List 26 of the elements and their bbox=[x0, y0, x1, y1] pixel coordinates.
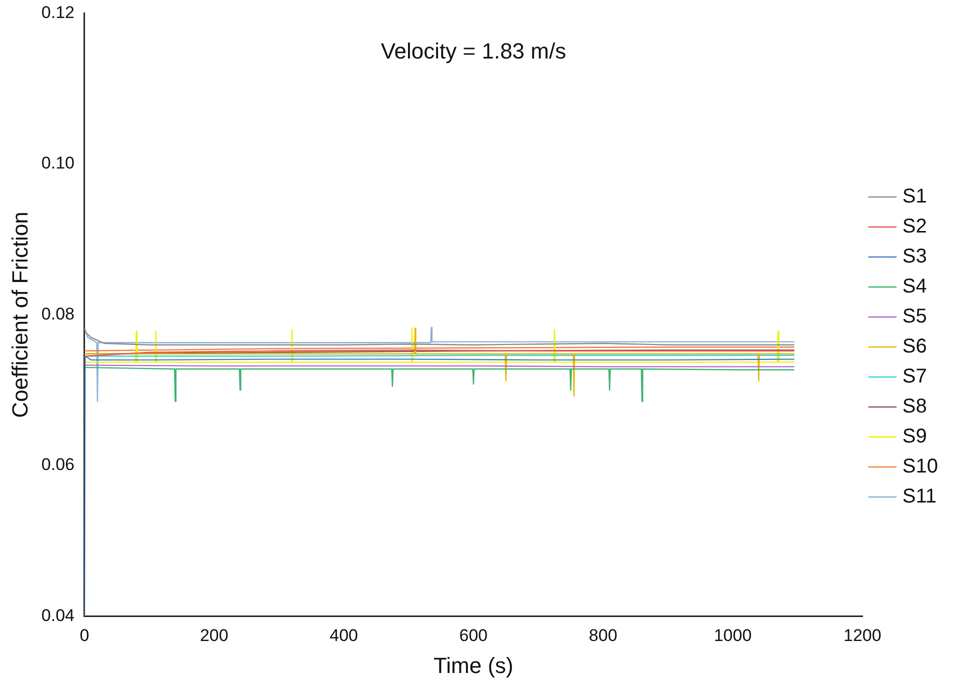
x-tick-label: 600 bbox=[459, 626, 488, 646]
legend-label: S2 bbox=[902, 216, 927, 238]
legend-label: S3 bbox=[902, 246, 927, 268]
x-tick-label: 1000 bbox=[714, 626, 752, 646]
x-tick-label: 400 bbox=[330, 626, 358, 646]
x-tick-label: 800 bbox=[588, 626, 618, 646]
y-axis-title: Coefficient of Friction bbox=[7, 212, 32, 418]
x-tick-label: 0 bbox=[80, 626, 90, 646]
x-tick-label: 1200 bbox=[844, 626, 882, 646]
legend-label: S7 bbox=[902, 366, 927, 388]
annotation: Velocity = 1.83 m/s bbox=[380, 38, 566, 64]
legend-label: S1 bbox=[902, 186, 927, 208]
x-axis-title: Time (s) bbox=[434, 652, 514, 678]
y-tick-label: 0.08 bbox=[41, 304, 74, 324]
x-tick-label: 200 bbox=[200, 626, 228, 646]
y-tick-label: 0.04 bbox=[41, 606, 74, 625]
legend-label: S10 bbox=[902, 456, 938, 478]
y-tick-label: 0.10 bbox=[41, 154, 74, 173]
legend-label: S5 bbox=[902, 306, 927, 328]
legend-label: S4 bbox=[902, 276, 927, 298]
y-tick-label: 0.12 bbox=[41, 2, 74, 22]
legend-label: S9 bbox=[902, 426, 927, 448]
y-tick-label: 0.06 bbox=[41, 455, 74, 474]
legend-label: S11 bbox=[902, 486, 937, 508]
legend-label: S6 bbox=[902, 336, 927, 358]
legend-label: S8 bbox=[902, 396, 927, 418]
